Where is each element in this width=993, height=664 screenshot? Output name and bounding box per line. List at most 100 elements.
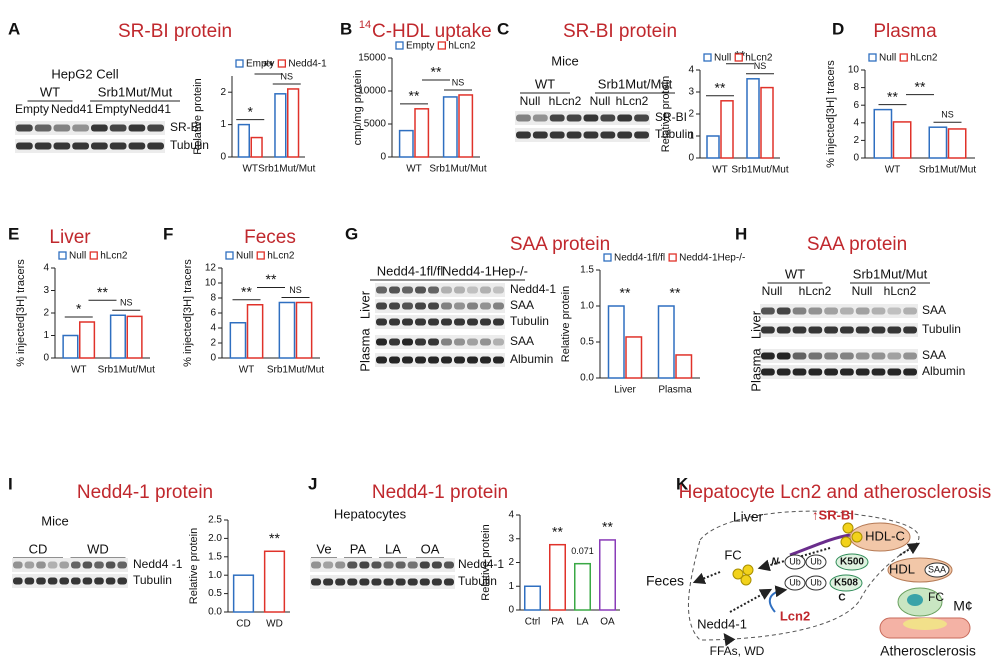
y-tick-label: 1 bbox=[508, 581, 514, 592]
arrow bbox=[692, 571, 721, 585]
bar bbox=[246, 304, 264, 359]
blot-band bbox=[147, 142, 164, 150]
significance: ** bbox=[97, 284, 108, 300]
blot-band bbox=[441, 286, 452, 294]
legend-swatch bbox=[868, 53, 877, 62]
blot-band bbox=[776, 368, 791, 376]
blot-band bbox=[323, 578, 334, 586]
y-axis-label: Relative protein bbox=[188, 528, 200, 604]
panel-letter: D bbox=[832, 19, 844, 38]
bar bbox=[549, 543, 566, 611]
bar bbox=[524, 585, 541, 611]
tissue-label: Plasma bbox=[748, 348, 763, 392]
bar bbox=[79, 321, 96, 359]
blot-band bbox=[855, 352, 870, 360]
blot-band bbox=[24, 561, 35, 569]
band-label: Tubulin bbox=[922, 322, 961, 336]
blot-band bbox=[415, 338, 426, 346]
bar bbox=[250, 136, 263, 158]
bar bbox=[237, 123, 251, 158]
bar bbox=[928, 126, 948, 159]
cholesterol bbox=[740, 574, 752, 586]
blot-band bbox=[383, 578, 394, 586]
legend-swatch bbox=[734, 53, 743, 62]
hdl-particle bbox=[849, 522, 911, 552]
panel-letter: E bbox=[8, 224, 19, 243]
significance: ** bbox=[409, 88, 420, 104]
y-tick-label: 5000 bbox=[364, 119, 387, 130]
blot-band bbox=[887, 307, 902, 315]
legend-label: Null bbox=[714, 53, 731, 64]
lysine-site bbox=[829, 574, 863, 592]
legend-swatch bbox=[89, 251, 98, 260]
blot-band bbox=[566, 114, 582, 122]
band-label: Tubulin bbox=[133, 573, 172, 587]
blot-band bbox=[617, 131, 633, 139]
y-axis-label: % injected[3H] tracers bbox=[182, 259, 194, 367]
blot-band bbox=[147, 124, 164, 132]
y-tick-label: 0 bbox=[688, 153, 694, 164]
y-tick-label: 0 bbox=[380, 152, 386, 163]
y-tick-label: 1.0 bbox=[208, 570, 222, 581]
blot-band bbox=[776, 352, 791, 360]
tissue-label: Liver bbox=[357, 290, 372, 319]
legend-label: Nedd4-1 bbox=[288, 59, 327, 70]
x-tick-label: WT bbox=[242, 164, 258, 175]
blot-band bbox=[376, 356, 387, 364]
group-label: CD bbox=[29, 541, 48, 556]
blot-band bbox=[493, 286, 504, 294]
saa-tag bbox=[924, 562, 950, 578]
blot-band bbox=[634, 114, 649, 122]
lane-label: Empty bbox=[95, 102, 129, 116]
blot-band bbox=[855, 326, 870, 334]
bar bbox=[746, 78, 760, 159]
diagram-label: FFAs, WD bbox=[710, 644, 765, 658]
bar bbox=[720, 100, 734, 159]
blot-band bbox=[34, 124, 52, 132]
y-tick-label: 1.5 bbox=[208, 551, 222, 562]
y-tick-label: 0.0 bbox=[208, 607, 222, 618]
group-label: WT bbox=[535, 76, 555, 91]
blot-band bbox=[903, 352, 917, 360]
blot-band bbox=[428, 318, 439, 326]
significance: ** bbox=[552, 523, 563, 539]
blot-band bbox=[34, 142, 52, 150]
x-tick-label: Srb1Mut/Mut bbox=[919, 165, 976, 176]
y-tick-label: 0 bbox=[210, 353, 216, 364]
blot-band bbox=[335, 578, 346, 586]
panel-title: SR-BI protein bbox=[118, 21, 232, 42]
blot-band bbox=[53, 124, 71, 132]
blot-band bbox=[376, 318, 387, 326]
bar bbox=[62, 334, 79, 359]
panel-letter: K bbox=[676, 474, 689, 493]
blot-band bbox=[887, 368, 902, 376]
x-tick-label: Plasma bbox=[658, 385, 692, 396]
y-tick-label: 1 bbox=[43, 330, 49, 341]
blot-band bbox=[109, 142, 127, 150]
blot-band bbox=[431, 561, 442, 569]
blot-band bbox=[402, 356, 413, 364]
y-tick-label: 4 bbox=[43, 263, 49, 274]
y-axis-label: Relative protein bbox=[480, 524, 492, 600]
panel-title: Nedd4-1 protein bbox=[372, 482, 508, 503]
blot-band bbox=[467, 318, 478, 326]
blot-band bbox=[371, 561, 382, 569]
blot-band bbox=[415, 302, 426, 310]
panel-title: SR-BI protein bbox=[563, 21, 677, 42]
x-tick-label: WT bbox=[71, 365, 87, 376]
blot-band bbox=[376, 302, 387, 310]
y-tick-label: 0 bbox=[853, 153, 859, 164]
blot-band bbox=[454, 286, 465, 294]
arrow bbox=[729, 588, 773, 613]
legend-label: Nedd4-1Hep-/- bbox=[679, 253, 745, 264]
y-tick-label: 4 bbox=[210, 323, 216, 334]
x-tick-label: WD bbox=[266, 619, 283, 630]
y-tick-label: 2 bbox=[43, 308, 49, 319]
diagram-label: Ub bbox=[810, 556, 822, 566]
cholesterol bbox=[840, 536, 852, 548]
y-tick-label: 15000 bbox=[358, 53, 386, 64]
blot-band bbox=[493, 302, 504, 310]
cholesterol bbox=[851, 531, 863, 543]
diagram-label: Lcn2 bbox=[780, 608, 810, 623]
y-tick-label: 1 bbox=[220, 119, 226, 130]
